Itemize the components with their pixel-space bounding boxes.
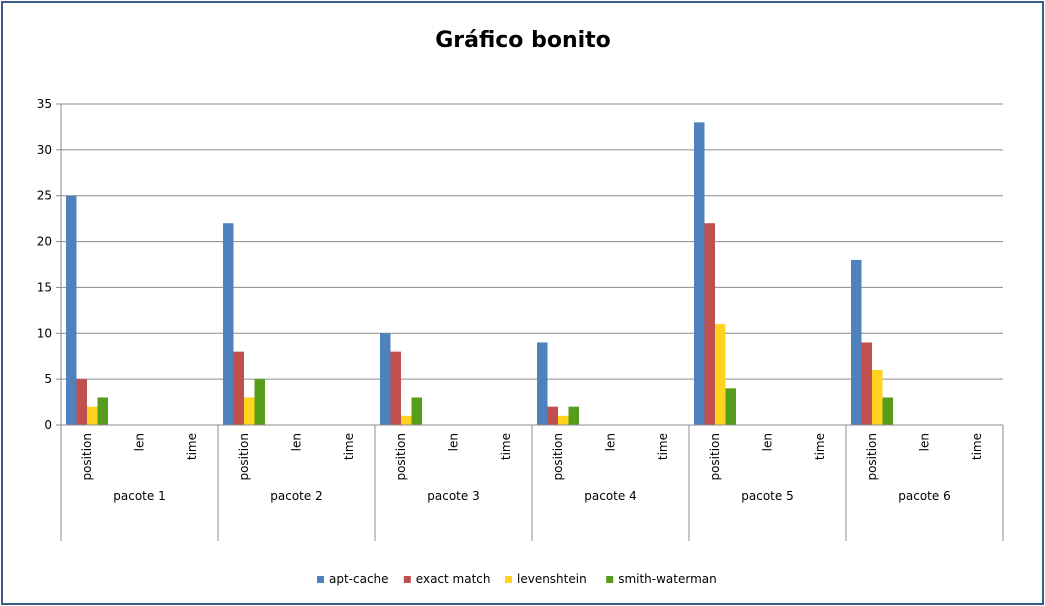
x-subcategory-label: time — [499, 433, 513, 460]
bar — [223, 223, 234, 425]
axes — [60, 104, 1004, 541]
y-axis-ticks: 0 5 10 15 20 25 30 35 — [37, 97, 61, 432]
y-tick-label: 10 — [37, 326, 52, 340]
gridlines — [61, 103, 1003, 380]
bar — [380, 333, 391, 425]
x-group-label: pacote 4 — [584, 489, 636, 503]
y-tick-label: 30 — [37, 143, 52, 157]
bar — [715, 324, 726, 425]
legend-swatch — [317, 576, 324, 583]
x-subcategory-label: len — [918, 433, 932, 451]
legend: apt-cache exact match levenshtein smith-wat… — [317, 572, 717, 586]
bar — [861, 342, 872, 425]
chart-title: Gráfico bonito — [435, 28, 611, 53]
x-subcategory-label: time — [813, 433, 827, 460]
x-subcategory-label: time — [342, 433, 356, 460]
legend-label: apt-cache — [329, 572, 389, 586]
y-tick-label: 5 — [44, 372, 52, 386]
x-group-label: pacote 3 — [427, 489, 479, 503]
x-subcategory-label: len — [761, 433, 775, 451]
bar — [66, 195, 77, 425]
bars — [66, 122, 893, 425]
x-subcategory-label: time — [185, 433, 199, 460]
x-subcategory-label: len — [290, 433, 304, 451]
bar — [411, 397, 422, 425]
bar — [537, 342, 548, 425]
bar — [97, 397, 108, 425]
x-group-label: pacote 5 — [741, 489, 793, 503]
bar — [882, 397, 893, 425]
x-subcategory-label: len — [133, 433, 147, 451]
bar — [390, 351, 401, 425]
bar — [694, 122, 705, 425]
x-subcategory-label: position — [865, 433, 879, 481]
x-subcategory-label: position — [237, 433, 251, 481]
x-subcategory-label: position — [394, 433, 408, 481]
x-subcategory-label: position — [551, 433, 565, 481]
x-group-label: pacote 1 — [113, 489, 165, 503]
legend-label: exact match — [416, 572, 491, 586]
bar — [401, 415, 412, 425]
bar — [244, 397, 255, 425]
x-axis-labels: position len time position len time position le… — [80, 433, 984, 503]
bar — [254, 379, 265, 425]
y-tick-label: 35 — [37, 97, 52, 111]
legend-swatch — [505, 576, 512, 583]
x-group-label: pacote 2 — [270, 489, 322, 503]
y-tick-label: 0 — [44, 418, 52, 432]
x-subcategory-label: position — [708, 433, 722, 481]
bar — [87, 406, 98, 425]
bar — [233, 351, 244, 425]
y-tick-label: 25 — [37, 189, 52, 203]
bar — [704, 223, 715, 425]
x-group-label: pacote 6 — [898, 489, 950, 503]
x-subcategory-label: position — [80, 433, 94, 481]
bar — [872, 369, 883, 425]
x-subcategory-label: time — [970, 433, 984, 460]
y-tick-label: 20 — [37, 235, 52, 249]
legend-swatch — [403, 576, 411, 583]
y-tick-label: 15 — [37, 280, 52, 294]
bar — [568, 406, 579, 425]
bar — [725, 388, 736, 425]
bar — [76, 379, 87, 425]
x-subcategory-label: len — [604, 433, 618, 451]
bar — [547, 406, 558, 425]
x-subcategory-label: len — [447, 433, 461, 451]
legend-label: smith-waterman — [618, 572, 717, 586]
legend-label: levenshtein — [517, 572, 587, 586]
bar — [851, 259, 862, 425]
x-subcategory-label: time — [656, 433, 670, 460]
bar — [558, 415, 569, 425]
legend-swatch — [606, 576, 614, 583]
